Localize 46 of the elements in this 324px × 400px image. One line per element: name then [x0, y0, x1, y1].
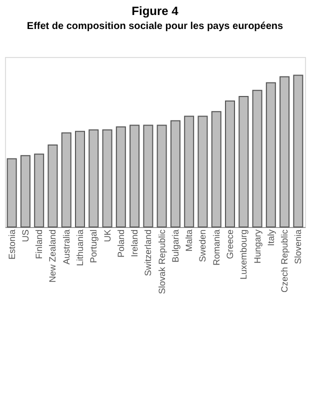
bar	[130, 124, 140, 228]
bar	[156, 124, 167, 228]
x-tick-label: Slovak Republic	[156, 229, 167, 294]
x-tick-label: Lithuania	[75, 230, 85, 266]
x-tick-label: Romania	[211, 230, 222, 266]
x-tick-label: Luxembourg	[238, 230, 249, 280]
x-tick-label: Portugal	[88, 230, 99, 264]
x-tick-label: New Zealand	[48, 230, 58, 283]
x-tick-label: Poland	[116, 230, 126, 258]
x-tick-label: Sweden	[198, 230, 208, 262]
bar	[102, 129, 112, 228]
x-tick-label: Hungary	[252, 229, 262, 264]
bar	[48, 144, 58, 228]
bar	[266, 82, 276, 228]
bar	[211, 111, 222, 228]
bar	[20, 155, 30, 228]
x-tick-label: UK	[102, 230, 112, 242]
x-tick-label: Ireland	[130, 230, 140, 258]
bar	[116, 126, 126, 228]
x-tick-label: Greece	[225, 230, 235, 260]
chart-title: Figure 4	[132, 4, 179, 18]
x-tick-label: Italy	[266, 229, 276, 246]
bar	[61, 132, 72, 228]
chart-subtitle: Effet de composition sociale pour les pays européens	[26, 21, 284, 32]
bar	[280, 76, 290, 228]
bar	[238, 96, 249, 228]
x-tick-label: Slovenia	[293, 230, 304, 264]
x-tick-label: Malta	[184, 230, 194, 252]
bar	[184, 116, 194, 228]
bar	[225, 100, 235, 228]
bar	[75, 130, 85, 228]
x-tick-label: Estonia	[6, 230, 17, 260]
bar	[6, 158, 17, 228]
x-tick-label: Australia	[61, 230, 72, 265]
bar	[198, 116, 208, 228]
bar	[170, 120, 180, 228]
bar	[143, 124, 154, 228]
x-tick-label: Finland	[34, 230, 44, 260]
x-tick-label: Switzerland	[143, 230, 154, 276]
bar	[88, 129, 99, 228]
bar	[252, 90, 262, 228]
x-tick-label: Bulgaria	[170, 230, 180, 263]
bar	[293, 74, 304, 228]
x-tick-label: Czech Republic	[280, 229, 290, 293]
bar	[34, 154, 44, 228]
x-tick-label: US	[20, 230, 30, 242]
